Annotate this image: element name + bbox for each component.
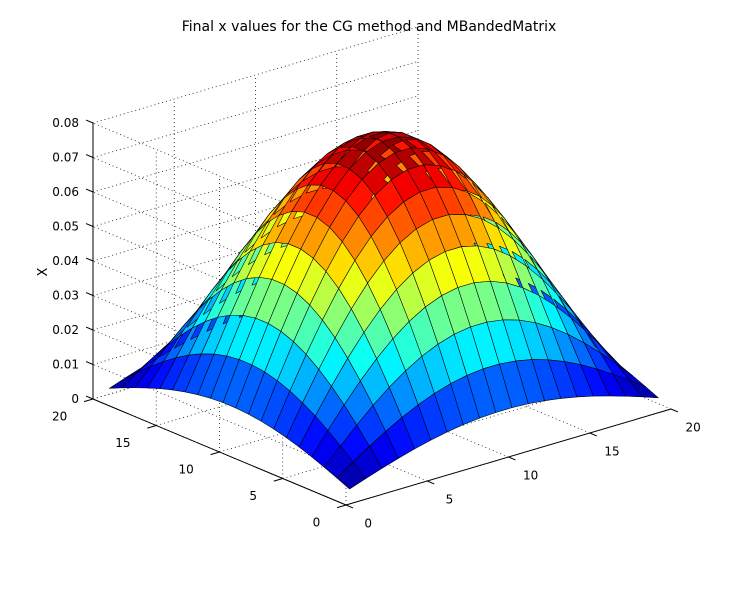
x-tick-mark — [427, 480, 435, 485]
z-axis-label: X — [36, 267, 51, 276]
z-tick-mark — [85, 326, 94, 331]
grid-line — [92, 191, 347, 299]
grid-line — [92, 130, 419, 227]
grid-line — [92, 157, 347, 264]
surface-mesh — [108, 131, 659, 490]
grid-line — [92, 122, 347, 230]
z-tick-label: 0.04 — [52, 254, 79, 268]
x-tick-mark — [345, 504, 354, 509]
z-tick-label: 0.08 — [52, 116, 79, 130]
y-tick-label: 20 — [52, 410, 67, 424]
surface-cell — [629, 379, 659, 399]
x-tick-mark — [589, 432, 597, 437]
chart-title: Final x values for the CG method and MBa… — [182, 19, 557, 35]
z-tick-mark — [85, 257, 94, 262]
grid-line — [92, 268, 419, 365]
x-tick-label: 20 — [686, 421, 701, 435]
grid-line — [92, 26, 419, 124]
y-tick-label: 10 — [179, 463, 194, 477]
z-tick-label: 0.06 — [52, 185, 79, 199]
z-tick-label: 0.05 — [52, 220, 79, 234]
x-tick-mark — [508, 456, 516, 461]
z-tick-mark — [85, 223, 94, 227]
grid-line — [92, 95, 419, 193]
y-tick-mark — [273, 478, 283, 482]
grid-line — [92, 295, 347, 402]
grid-line — [219, 355, 545, 453]
y-tick-label: 0 — [313, 516, 321, 530]
grid-line — [92, 233, 419, 331]
grid-line — [92, 260, 347, 368]
z-tick-mark — [85, 395, 94, 400]
grid-line — [92, 199, 419, 296]
grid-line — [92, 226, 347, 333]
x-tick-label: 5 — [446, 493, 454, 507]
y-tick-mark — [336, 504, 347, 509]
z-tick-mark — [85, 188, 94, 193]
z-tick-mark — [85, 154, 94, 158]
grid-line — [92, 164, 419, 262]
grid-line — [156, 329, 482, 426]
x-tick-label: 10 — [523, 469, 538, 483]
z-tick-label: 0.02 — [52, 323, 79, 337]
z-tick-mark — [85, 292, 94, 296]
z-tick-label: 0.03 — [52, 289, 79, 303]
z-tick-mark — [85, 361, 94, 365]
tick-labels: 0 5 10 15 20 0 5 10 15 20 0 0.01 0.02 0.03 0.04 0.05 0.0… — [52, 116, 701, 531]
x-tick-label: 15 — [604, 445, 619, 459]
y-tick-mark — [210, 451, 220, 456]
z-tick-mark — [85, 119, 94, 124]
y-tick-label: 15 — [115, 436, 130, 450]
y-tick-label: 5 — [249, 489, 257, 503]
y-tick-mark — [83, 398, 94, 403]
z-tick-label: 0.07 — [52, 151, 79, 165]
x-tick-mark — [670, 408, 679, 413]
grid-line — [92, 61, 419, 158]
grid-line — [92, 329, 347, 437]
axes — [83, 119, 679, 509]
z-tick-label: 0.01 — [52, 358, 79, 372]
y-tick-mark — [147, 425, 157, 429]
x-tick-label: 0 — [364, 517, 372, 531]
z-tick-label: 0 — [71, 392, 79, 406]
